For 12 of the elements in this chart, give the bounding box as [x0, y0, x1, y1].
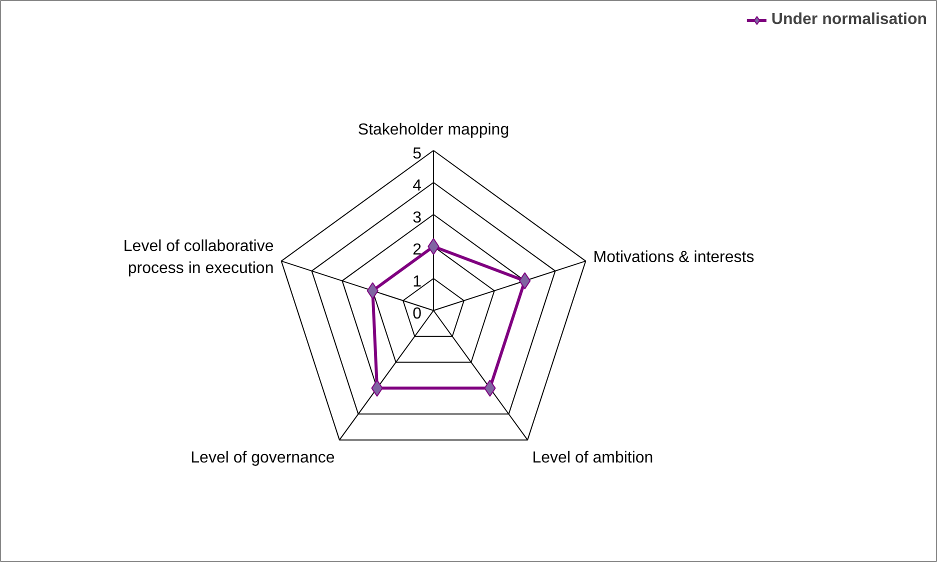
y-tick-label: 0 — [412, 306, 422, 322]
y-tick-label: 5 — [412, 146, 422, 162]
spoke-label: Level of governance — [190, 450, 335, 467]
spoke-label: Motivations & interests — [593, 248, 754, 266]
y-tick-label: 1 — [412, 274, 422, 290]
spoke-label: Level of ambition — [532, 450, 654, 467]
y-tick-label: 4 — [412, 178, 422, 194]
y-tick-label: 2 — [412, 242, 422, 258]
y-tick-label: 3 — [412, 210, 422, 226]
spoke-label: Level of collaborative process in execution — [123, 238, 274, 277]
spoke-label: Stakeholder mapping — [358, 122, 510, 138]
legend-label: Under normalisation — [771, 11, 927, 29]
